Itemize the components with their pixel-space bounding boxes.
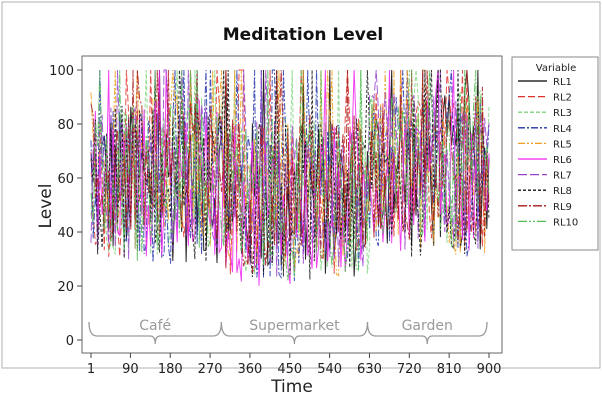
y-axis: 0 20 40 60 80 100	[49, 64, 82, 349]
x-tick-label: 810	[437, 362, 462, 377]
region-label: Supermarket	[249, 318, 340, 334]
y-tick-label: 40	[57, 226, 74, 241]
y-axis-label: Level	[36, 184, 56, 229]
legend-label: RL8	[553, 186, 572, 197]
y-tick-label: 80	[57, 118, 74, 133]
x-axis-label: Time	[270, 377, 313, 397]
series-group	[90, 69, 490, 286]
legend-label: RL10	[553, 217, 578, 228]
legend: Variable RL1 RL2 RL3 RL4 RL5 RL6 RL7 RL8 RL9 RL10	[511, 56, 599, 251]
y-tick-label: 0	[66, 334, 74, 349]
legend-items: RL1 RL2 RL3 RL4 RL5 RL6 RL7 RL8 RL9 RL10	[518, 77, 578, 228]
x-tick-label: 540	[317, 362, 342, 377]
chart-title: Meditation Level	[223, 25, 384, 45]
series-line-rl3	[90, 69, 490, 275]
x-tick-label: 180	[158, 362, 183, 377]
region-label: Café	[139, 318, 171, 334]
x-axis: 1 90 180 270 360 450 540 630 720 810 900	[87, 353, 502, 377]
y-tick-label: 60	[57, 172, 74, 187]
legend-label: RL6	[553, 155, 572, 166]
x-tick-label: 270	[198, 362, 223, 377]
x-tick-label: 90	[122, 362, 139, 377]
legend-title: Variable	[536, 63, 577, 74]
legend-label: RL2	[553, 93, 572, 104]
plot-area	[81, 55, 503, 354]
region-brace	[366, 321, 488, 345]
series-line-rl9	[90, 69, 490, 275]
region-annotations: Café Supermarket Garden	[88, 318, 488, 345]
legend-label: RL1	[553, 77, 572, 88]
y-tick-label: 20	[57, 280, 74, 295]
region-brace	[88, 321, 223, 345]
legend-label: RL5	[553, 139, 572, 150]
legend-label: RL9	[553, 202, 572, 213]
legend-box	[511, 56, 599, 251]
x-tick-label: 360	[238, 362, 263, 377]
series-line-rl10	[90, 69, 490, 281]
legend-label: RL3	[553, 108, 572, 119]
y-tick-label: 100	[49, 64, 74, 79]
x-tick-label: 630	[357, 362, 382, 377]
region-brace	[220, 321, 369, 345]
x-tick-label: 1	[87, 362, 95, 377]
series-line-rl8	[90, 69, 490, 280]
x-tick-label: 720	[397, 362, 422, 377]
x-tick-label: 450	[277, 362, 302, 377]
x-tick-label: 900	[477, 362, 502, 377]
region-label: Garden	[402, 318, 453, 334]
legend-label: RL4	[553, 124, 572, 135]
legend-label: RL7	[553, 171, 572, 182]
